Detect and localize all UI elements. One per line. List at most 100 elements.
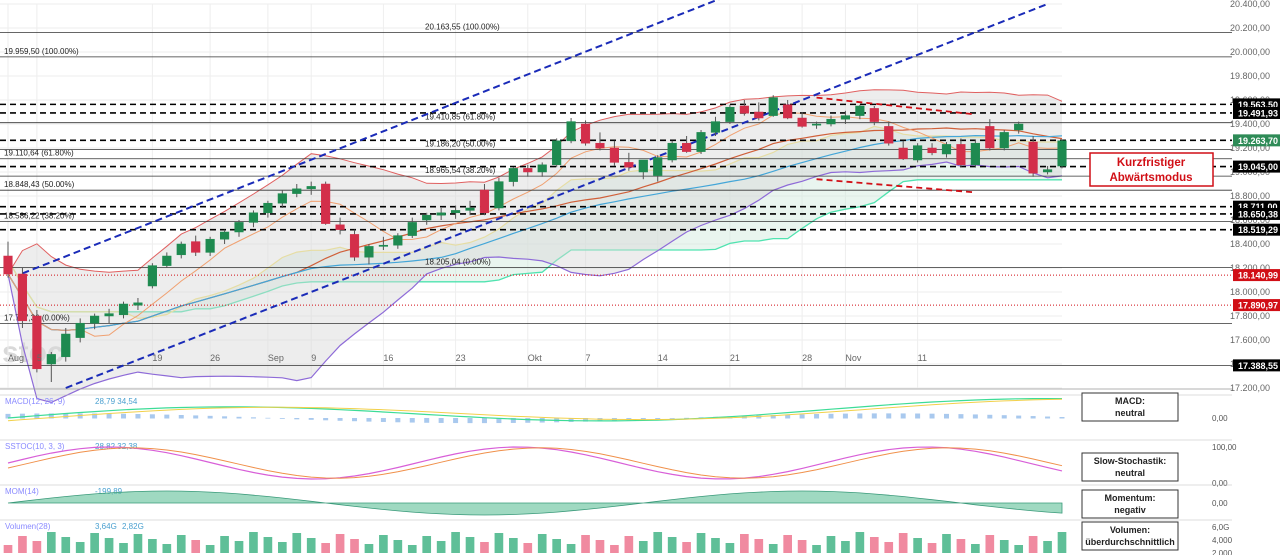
volume-bar <box>422 536 432 553</box>
fib-level-label: 19.959,50 (100.00%) <box>4 47 79 56</box>
volume-bar <box>696 533 706 553</box>
volume-bar <box>523 543 533 553</box>
candle-body <box>3 255 13 275</box>
y-tick-label: 20.200,00 <box>1230 23 1270 33</box>
volume-bar <box>306 538 316 553</box>
subpanel-axis-label: 0,00 <box>1212 479 1228 488</box>
status-box-value: neutral <box>1115 408 1145 418</box>
volume-bar <box>624 536 634 553</box>
volume-bar <box>754 539 764 553</box>
macd-histogram-bar <box>453 418 459 424</box>
macd-histogram-bar <box>583 418 589 422</box>
x-tick-label: Aug <box>8 353 24 363</box>
candle-body <box>970 142 980 166</box>
volume-bar <box>971 544 980 553</box>
subpanel-axis-label: 0,00 <box>1212 499 1228 508</box>
macd-histogram-bar <box>121 413 127 419</box>
y-tick-label: 19.800,00 <box>1230 71 1270 81</box>
y-tick-label: 18.800,00 <box>1230 191 1270 201</box>
macd-histogram-bar <box>1030 416 1036 419</box>
stochastic-k-line <box>7 446 1063 480</box>
macd-histogram-bar <box>236 416 242 419</box>
subpanel-status-box: Volumen: überdurchschnittlich <box>1081 521 1179 551</box>
candle-body <box>349 234 360 258</box>
macd-signal-line <box>7 398 1063 422</box>
subpanel-axis-label: 6,0G <box>1212 523 1229 532</box>
volume-bar <box>148 539 157 553</box>
candle-body <box>407 222 417 236</box>
candle-body <box>985 126 995 149</box>
macd-histogram-bar <box>915 413 921 419</box>
subpanel-values-2: 2,82G <box>122 522 144 531</box>
volume-bar <box>364 544 374 553</box>
span-b-line <box>7 179 1062 313</box>
bollinger-fill <box>8 89 1062 403</box>
price-tag-label: 18.711,00 <box>1238 202 1278 212</box>
candle-body <box>451 210 461 214</box>
x-tick-label: Okt <box>528 353 543 363</box>
y-tick-label: 18.000,00 <box>1230 287 1270 297</box>
volume-bar <box>494 533 504 553</box>
y-tick-label: 18.200,00 <box>1230 263 1270 273</box>
annotation-line-1: Kurzfristiger <box>1117 157 1186 169</box>
fib-level-label: 19.186,20 (50.00%) <box>425 140 496 149</box>
macd-histogram-bar <box>438 418 444 423</box>
volume-bar <box>234 541 244 553</box>
macd-histogram-bar <box>568 418 574 422</box>
macd-histogram-bar <box>366 418 372 422</box>
price-tag: 19.491,93 <box>1233 106 1280 119</box>
macd-histogram-bar <box>481 418 487 424</box>
macd-histogram-bar <box>424 418 430 423</box>
price-tag-label: 18.519,29 <box>1238 225 1278 235</box>
macd-histogram-bar <box>1059 417 1065 419</box>
y-tick-label: 17.600,00 <box>1230 335 1270 345</box>
candle-body <box>595 142 605 149</box>
macd-histogram-bar <box>178 414 184 419</box>
status-box-frame <box>1081 521 1179 551</box>
macd-histogram-bar <box>640 418 646 420</box>
momentum-area <box>7 490 1063 516</box>
trend-annotation: Kurzfristiger Abwärtsmodus <box>1089 152 1214 187</box>
volume-bar <box>566 544 576 553</box>
volume-bar <box>942 534 951 553</box>
candle-body <box>1014 123 1024 131</box>
subpanel-label: SSTOC(10, 3, 3) <box>5 442 65 451</box>
subpanel-mom: MOM(14) -199,89 0,00 Momentum: negativ <box>0 484 1232 519</box>
volume-bar <box>610 545 619 553</box>
subpanel-values: 28,82 32,38 <box>95 442 138 451</box>
volume-bar <box>884 542 894 553</box>
candle-body <box>682 142 692 152</box>
macd-histogram-bar <box>900 413 906 419</box>
macd-line <box>7 398 1062 422</box>
x-tick-label: Sep <box>268 353 284 363</box>
candle-body <box>898 147 908 160</box>
macd-histogram-bar <box>525 418 531 423</box>
candle-body <box>248 212 259 223</box>
status-box-title: Momentum: <box>1105 493 1156 503</box>
x-tick-label: 28 <box>802 353 812 363</box>
volume-bar <box>407 545 417 553</box>
volume-bar <box>898 533 908 553</box>
macd-histogram-bar <box>265 417 271 419</box>
candle-body <box>855 105 865 116</box>
macd-histogram-bar <box>799 414 805 419</box>
volume-bar <box>913 538 922 553</box>
macd-histogram-bar <box>395 418 401 423</box>
candle-body <box>479 189 490 214</box>
macd-histogram-bar <box>770 414 776 419</box>
candle-body <box>32 315 42 370</box>
macd-histogram-bar <box>222 416 228 419</box>
candle-body <box>1028 141 1038 174</box>
price-tag-label: 19.563,50 <box>1238 100 1278 110</box>
macd-histogram-bar <box>5 413 11 419</box>
macd-histogram-bar <box>380 418 386 422</box>
candle-body <box>176 243 186 256</box>
x-tick-label: 11 <box>918 353 927 363</box>
candle-body <box>840 115 851 120</box>
candle-body <box>884 126 894 144</box>
price-tag-bg <box>1233 359 1280 372</box>
volume-bar <box>999 540 1009 553</box>
volume-bar <box>509 538 518 553</box>
volume-bar <box>537 534 547 553</box>
